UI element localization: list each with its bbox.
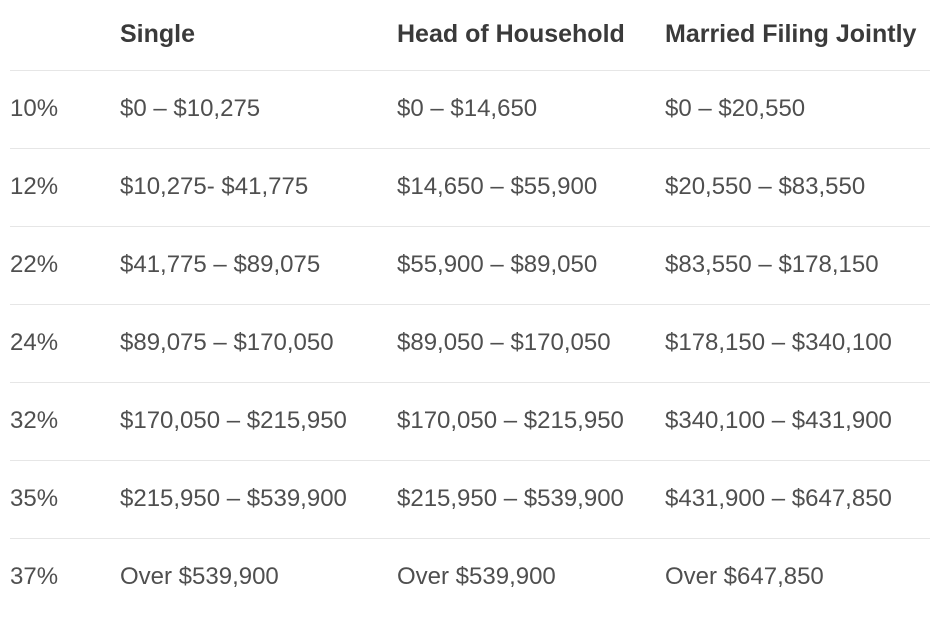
mfj-cell: Over $647,850 — [665, 537, 930, 616]
mfj-cell: $340,100 – $431,900 — [665, 381, 930, 460]
hoh-cell: $215,950 – $539,900 — [397, 459, 665, 538]
single-cell: $215,950 – $539,900 — [120, 459, 397, 538]
rate-cell: 37% — [10, 537, 120, 616]
single-cell: $41,775 – $89,075 — [120, 225, 397, 304]
hoh-cell: $0 – $14,650 — [397, 69, 665, 148]
table-row: 32% $170,050 – $215,950 $170,050 – $215,… — [10, 381, 930, 460]
rate-cell: 22% — [10, 225, 120, 304]
mfj-cell: $431,900 – $647,850 — [665, 459, 930, 538]
header-rate — [10, 0, 120, 70]
header-single: Single — [120, 20, 196, 49]
header-head-of-household: Head of Household — [397, 20, 625, 49]
single-cell: $89,075 – $170,050 — [120, 303, 397, 382]
table-row: 12% $10,275- $41,775 $14,650 – $55,900 $… — [10, 147, 930, 226]
header-row: Single Head of Household Married Filing … — [10, 0, 930, 70]
table-row: 22% $41,775 – $89,075 $55,900 – $89,050 … — [10, 225, 930, 304]
table-row: 10% $0 – $10,275 $0 – $14,650 $0 – $20,5… — [10, 69, 930, 148]
hoh-cell: $55,900 – $89,050 — [397, 225, 665, 304]
table-row: 35% $215,950 – $539,900 $215,950 – $539,… — [10, 459, 930, 538]
single-cell: $10,275- $41,775 — [120, 147, 397, 226]
single-cell: $170,050 – $215,950 — [120, 381, 397, 460]
hoh-cell: Over $539,900 — [397, 537, 665, 616]
hoh-cell: $14,650 – $55,900 — [397, 147, 665, 226]
rate-cell: 32% — [10, 381, 120, 460]
tax-bracket-table-grid: Single Head of Household Married Filing … — [10, 0, 930, 616]
table-row: 24% $89,075 – $170,050 $89,050 – $170,05… — [10, 303, 930, 382]
mfj-cell: $0 – $20,550 — [665, 69, 930, 148]
mfj-cell: $83,550 – $178,150 — [665, 225, 930, 304]
rate-cell: 10% — [10, 69, 120, 148]
rate-cell: 24% — [10, 303, 120, 382]
single-cell: $0 – $10,275 — [120, 69, 397, 148]
mfj-cell: $178,150 – $340,100 — [665, 303, 930, 382]
mfj-cell: $20,550 – $83,550 — [665, 147, 930, 226]
header-married-filing-jointly: Married Filing Jointly — [665, 20, 917, 49]
rate-cell: 12% — [10, 147, 120, 226]
hoh-cell: $89,050 – $170,050 — [397, 303, 665, 382]
table-row: 37% Over $539,900 Over $539,900 Over $64… — [10, 537, 930, 616]
hoh-cell: $170,050 – $215,950 — [397, 381, 665, 460]
single-cell: Over $539,900 — [120, 537, 397, 616]
rate-cell: 35% — [10, 459, 120, 538]
